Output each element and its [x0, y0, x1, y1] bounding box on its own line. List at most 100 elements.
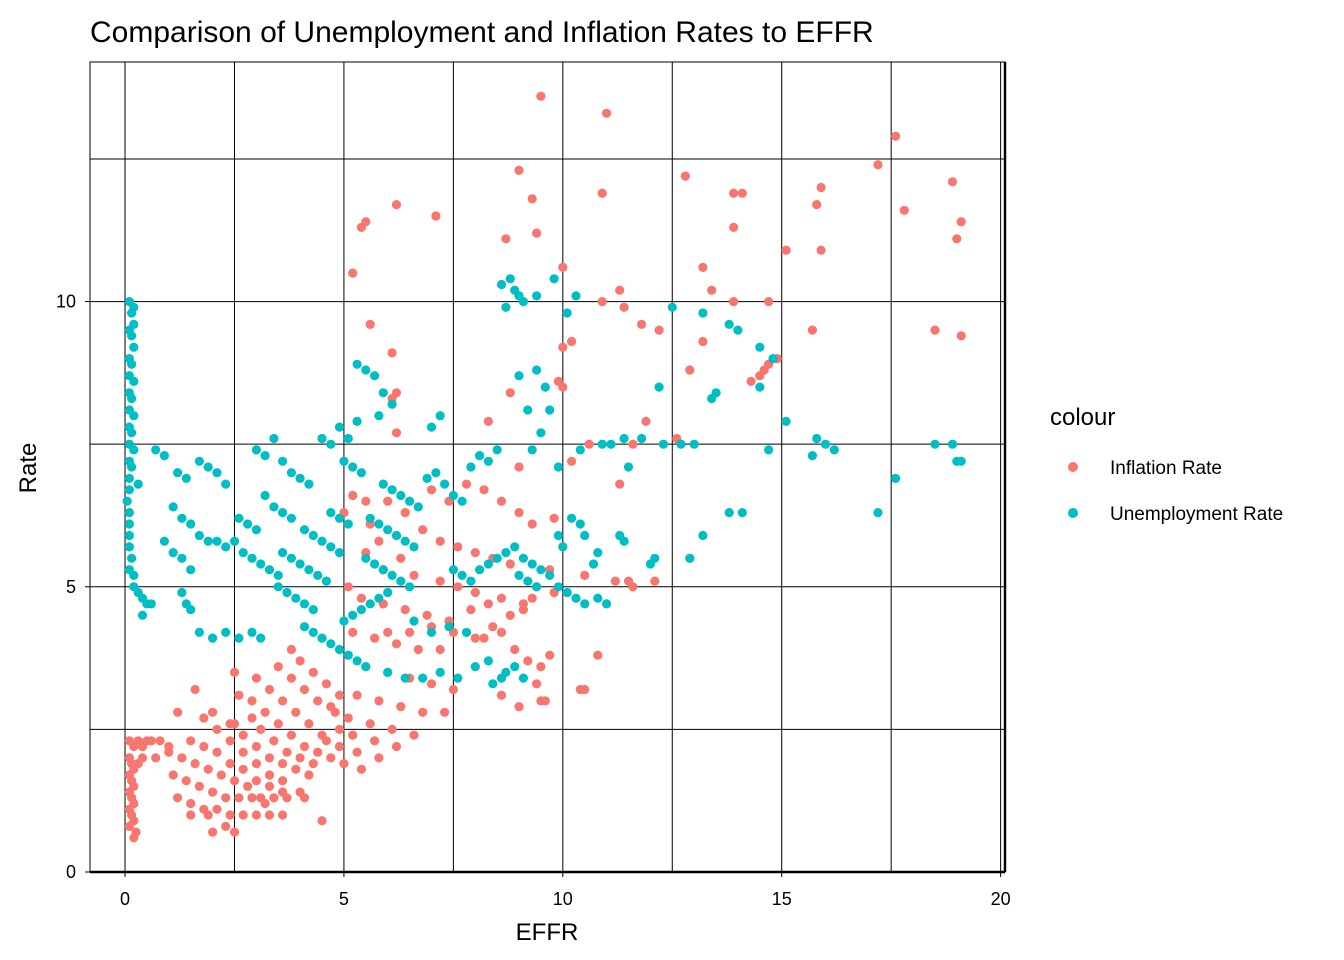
point-unemployment-rate	[558, 542, 568, 552]
point-unemployment-rate	[645, 559, 656, 569]
point-unemployment-rate	[440, 479, 450, 489]
point-unemployment-rate	[356, 468, 366, 478]
point-unemployment-rate	[409, 616, 419, 626]
plot-grid	[89, 61, 1006, 873]
point-unemployment-rate	[387, 485, 397, 495]
point-unemployment-rate	[203, 462, 213, 472]
point-inflation-rate	[812, 200, 822, 210]
point-unemployment-rate	[361, 662, 371, 672]
point-inflation-rate	[527, 519, 537, 529]
point-inflation-rate	[256, 724, 266, 735]
point-unemployment-rate	[396, 490, 406, 501]
point-unemployment-rate	[374, 411, 384, 421]
point-inflation-rate	[348, 490, 358, 501]
point-inflation-rate	[816, 182, 826, 193]
point-unemployment-rate	[698, 530, 708, 541]
point-inflation-rate	[334, 741, 345, 752]
point-unemployment-rate	[365, 599, 375, 609]
point-inflation-rate	[278, 776, 288, 786]
point-inflation-rate	[729, 297, 739, 307]
point-inflation-rate	[313, 747, 323, 757]
point-unemployment-rate	[689, 439, 699, 449]
point-inflation-rate	[229, 667, 240, 678]
point-inflation-rate	[514, 165, 524, 175]
point-inflation-rate	[286, 673, 296, 683]
point-unemployment-rate	[457, 570, 467, 581]
point-inflation-rate	[225, 759, 235, 769]
point-unemployment-rate	[334, 644, 345, 655]
point-inflation-rate	[299, 741, 310, 752]
point-inflation-rate	[496, 627, 507, 638]
x-tick-label: 0	[120, 889, 130, 909]
point-inflation-rate	[514, 507, 524, 518]
point-unemployment-rate	[334, 548, 345, 558]
point-inflation-rate	[409, 730, 419, 740]
point-unemployment-rate	[448, 490, 458, 501]
point-unemployment-rate	[365, 513, 375, 523]
point-unemployment-rate	[247, 553, 257, 563]
point-inflation-rate	[229, 776, 240, 786]
point-inflation-rate	[387, 724, 397, 735]
point-unemployment-rate	[317, 433, 327, 444]
point-unemployment-rate	[127, 308, 137, 318]
point-inflation-rate	[470, 548, 480, 558]
point-unemployment-rate	[186, 565, 196, 575]
point-unemployment-rate	[483, 656, 493, 666]
point-unemployment-rate	[295, 473, 305, 483]
point-inflation-rate	[234, 690, 244, 700]
point-inflation-rate	[304, 770, 314, 780]
point-inflation-rate	[339, 759, 349, 769]
legend: colour Inflation Rate Unemployment Rate	[1050, 404, 1283, 525]
point-unemployment-rate	[159, 451, 169, 461]
point-inflation-rate	[505, 388, 515, 398]
point-unemployment-rate	[308, 530, 318, 541]
point-inflation-rate	[186, 810, 196, 820]
point-unemployment-rate	[221, 479, 231, 489]
point-unemployment-rate	[733, 325, 743, 335]
point-inflation-rate	[313, 696, 323, 706]
point-unemployment-rate	[122, 496, 132, 506]
point-inflation-rate	[930, 325, 940, 335]
point-inflation-rate	[405, 627, 415, 638]
point-unemployment-rate	[339, 616, 349, 626]
point-unemployment-rate	[383, 525, 393, 535]
point-unemployment-rate	[658, 439, 669, 449]
point-inflation-rate	[260, 798, 270, 809]
point-inflation-rate	[610, 576, 621, 586]
point-inflation-rate	[208, 787, 218, 797]
point-inflation-rate	[479, 633, 489, 643]
point-inflation-rate	[650, 576, 660, 586]
point-unemployment-rate	[545, 405, 555, 415]
point-unemployment-rate	[553, 462, 564, 472]
point-inflation-rate	[755, 371, 765, 381]
point-inflation-rate	[453, 542, 463, 552]
point-unemployment-rate	[286, 513, 296, 523]
point-unemployment-rate	[488, 679, 498, 689]
point-inflation-rate	[527, 194, 537, 204]
point-unemployment-rate	[409, 542, 419, 552]
point-unemployment-rate	[707, 393, 717, 404]
x-tick-label: 10	[553, 889, 573, 909]
x-tick-label: 15	[772, 889, 792, 909]
point-unemployment-rate	[930, 439, 940, 449]
point-unemployment-rate	[212, 536, 222, 546]
point-inflation-rate	[532, 228, 542, 238]
point-unemployment-rate	[654, 382, 664, 392]
point-unemployment-rate	[724, 319, 734, 329]
point-inflation-rate	[173, 793, 183, 803]
point-inflation-rate	[952, 234, 962, 244]
point-unemployment-rate	[475, 565, 485, 575]
point-inflation-rate	[496, 496, 507, 506]
point-inflation-rate	[391, 741, 402, 752]
point-unemployment-rate	[492, 553, 502, 563]
point-inflation-rate	[124, 821, 134, 832]
point-inflation-rate	[208, 707, 218, 717]
point-inflation-rate	[956, 217, 966, 227]
point-unemployment-rate	[619, 536, 629, 546]
point-unemployment-rate	[264, 565, 275, 575]
point-inflation-rate	[365, 319, 375, 329]
point-inflation-rate	[291, 707, 301, 717]
point-unemployment-rate	[807, 451, 818, 461]
point-unemployment-rate	[724, 507, 734, 518]
point-inflation-rate	[431, 211, 441, 221]
